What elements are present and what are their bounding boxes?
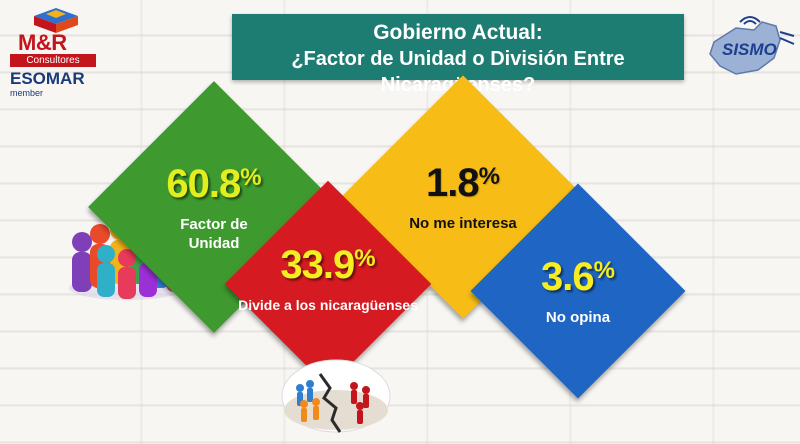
title-banner: Gobierno Actual: ¿Factor de Unidad o Div…	[232, 14, 684, 96]
mr-cube-icon	[34, 8, 78, 33]
sismo-logo: SISMO	[696, 12, 796, 88]
esomar-label: ESOMAR	[10, 69, 85, 88]
label-factor-de-unidad: Factor de Unidad	[180, 215, 248, 252]
esomar-member-label: member	[10, 88, 44, 98]
value-no-opina: 3.6%	[541, 255, 615, 299]
mr-logo-subtitle: Consultores	[10, 54, 96, 67]
mr-consultores-logo: M&R Consultores ESOMAR member	[4, 6, 104, 102]
diamond-divide-a-los-nicaraguenses: 33.9% Divide a los nicaragüenses	[224, 180, 432, 388]
label-no-me-interesa: No me interesa	[409, 215, 517, 232]
diamond-factor-de-unidad: 60.8% Factor de Unidad	[88, 81, 340, 333]
sismo-logo-name: SISMO	[722, 40, 777, 59]
value-divide-a-los-nicaraguenses: 33.9%	[280, 243, 376, 287]
value-factor-de-unidad: 60.8%	[166, 161, 262, 206]
mr-logo-name: M&R	[18, 30, 67, 55]
cracked-ground-icon	[281, 359, 391, 433]
sismo-map-icon	[709, 16, 795, 75]
page-title: Gobierno Actual:	[373, 21, 543, 44]
diamond-no-me-interesa: 1.8% No me interesa	[341, 75, 585, 319]
label-no-opina: No opina	[545, 309, 611, 326]
diamond-no-opina: 3.6% No opina	[470, 183, 686, 399]
value-no-me-interesa: 1.8%	[426, 161, 500, 205]
label-divide-a-los-nicaraguenses: Divide a los nicaragüenses	[238, 297, 418, 313]
